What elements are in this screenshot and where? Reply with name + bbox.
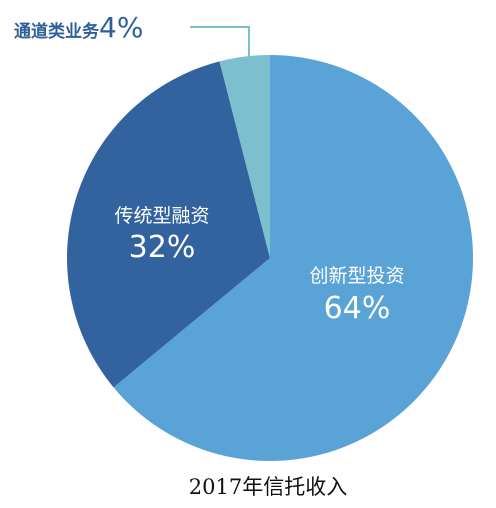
- slice-label-value-traditional: 32%: [129, 230, 196, 265]
- pie-slice-traditional: [67, 61, 270, 388]
- pie-slices: [67, 55, 474, 461]
- pie-slice-channel: [219, 55, 270, 258]
- chart-title: 2017年信托收入: [189, 475, 347, 499]
- leader-line-channel: [190, 26, 250, 57]
- slice-label-name-channel: 通道类业务: [14, 21, 100, 42]
- slice-label-name-traditional: 传统型融资: [114, 205, 209, 227]
- slice-label-value-channel: 4%: [99, 11, 143, 44]
- pie-slice-innovative: [113, 55, 474, 461]
- slice-label-channel: 通道类业务4%: [14, 11, 143, 44]
- slice-label-name-innovative: 创新型投资: [309, 265, 404, 287]
- slice-label-value-innovative: 64%: [324, 291, 391, 326]
